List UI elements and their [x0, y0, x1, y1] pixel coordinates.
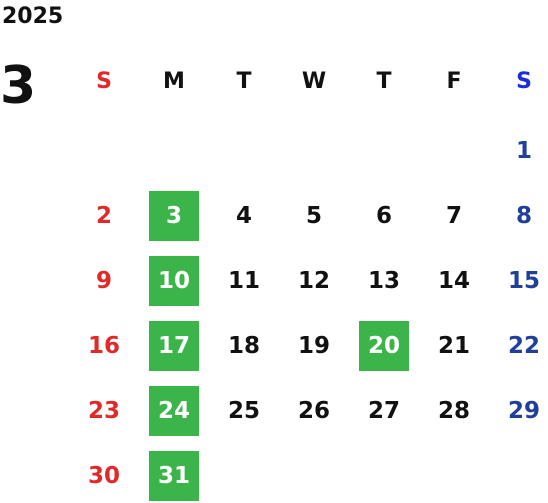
day-cell-9[interactable]: 9 [95, 268, 112, 294]
day-cell-14[interactable]: 14 [437, 268, 470, 294]
day-cell-2[interactable]: 2 [95, 203, 112, 229]
weekday-header-sun: S [96, 68, 112, 94]
day-cell-7[interactable]: 7 [445, 203, 462, 229]
day-cell-5[interactable]: 5 [305, 203, 322, 229]
day-cell-24[interactable]: 24 [149, 386, 199, 436]
day-cell-26[interactable]: 26 [297, 398, 330, 424]
day-cell-31[interactable]: 31 [149, 451, 199, 501]
weekday-header-thu: T [376, 68, 392, 94]
day-cell-20[interactable]: 20 [359, 321, 409, 371]
weekday-header-tue: T [236, 68, 252, 94]
calendar-grid: S M T W T F S 1 2 3 4 5 6 7 8 9 10 11 12 13 14 15 16 17 18 19 20 21… [70, 50, 548, 503]
day-cell-29[interactable]: 29 [507, 398, 540, 424]
day-cell-11[interactable]: 11 [227, 268, 260, 294]
day-cell-1[interactable]: 1 [515, 138, 532, 164]
day-cell-16[interactable]: 16 [87, 333, 120, 359]
day-cell-27[interactable]: 27 [367, 398, 400, 424]
day-cell-23[interactable]: 23 [87, 398, 120, 424]
day-cell-30[interactable]: 30 [87, 463, 120, 489]
month-number: 3 [0, 56, 37, 116]
day-cell-19[interactable]: 19 [297, 333, 330, 359]
weekday-header-fri: F [446, 68, 462, 94]
day-cell-12[interactable]: 12 [297, 268, 330, 294]
weekday-header-mon: M [163, 68, 185, 94]
day-cell-28[interactable]: 28 [437, 398, 470, 424]
weekday-header-sat: S [516, 68, 532, 94]
day-cell-22[interactable]: 22 [507, 333, 540, 359]
day-cell-18[interactable]: 18 [227, 333, 260, 359]
day-cell-21[interactable]: 21 [437, 333, 470, 359]
day-cell-15[interactable]: 15 [507, 268, 540, 294]
day-cell-3[interactable]: 3 [149, 191, 199, 241]
day-cell-6[interactable]: 6 [375, 203, 392, 229]
year-label: 2025 [2, 4, 64, 29]
day-cell-10[interactable]: 10 [149, 256, 199, 306]
day-cell-17[interactable]: 17 [149, 321, 199, 371]
day-cell-25[interactable]: 25 [227, 398, 260, 424]
day-cell-13[interactable]: 13 [367, 268, 400, 294]
day-cell-8[interactable]: 8 [515, 203, 532, 229]
day-cell-4[interactable]: 4 [235, 203, 252, 229]
weekday-header-wed: W [301, 68, 327, 94]
